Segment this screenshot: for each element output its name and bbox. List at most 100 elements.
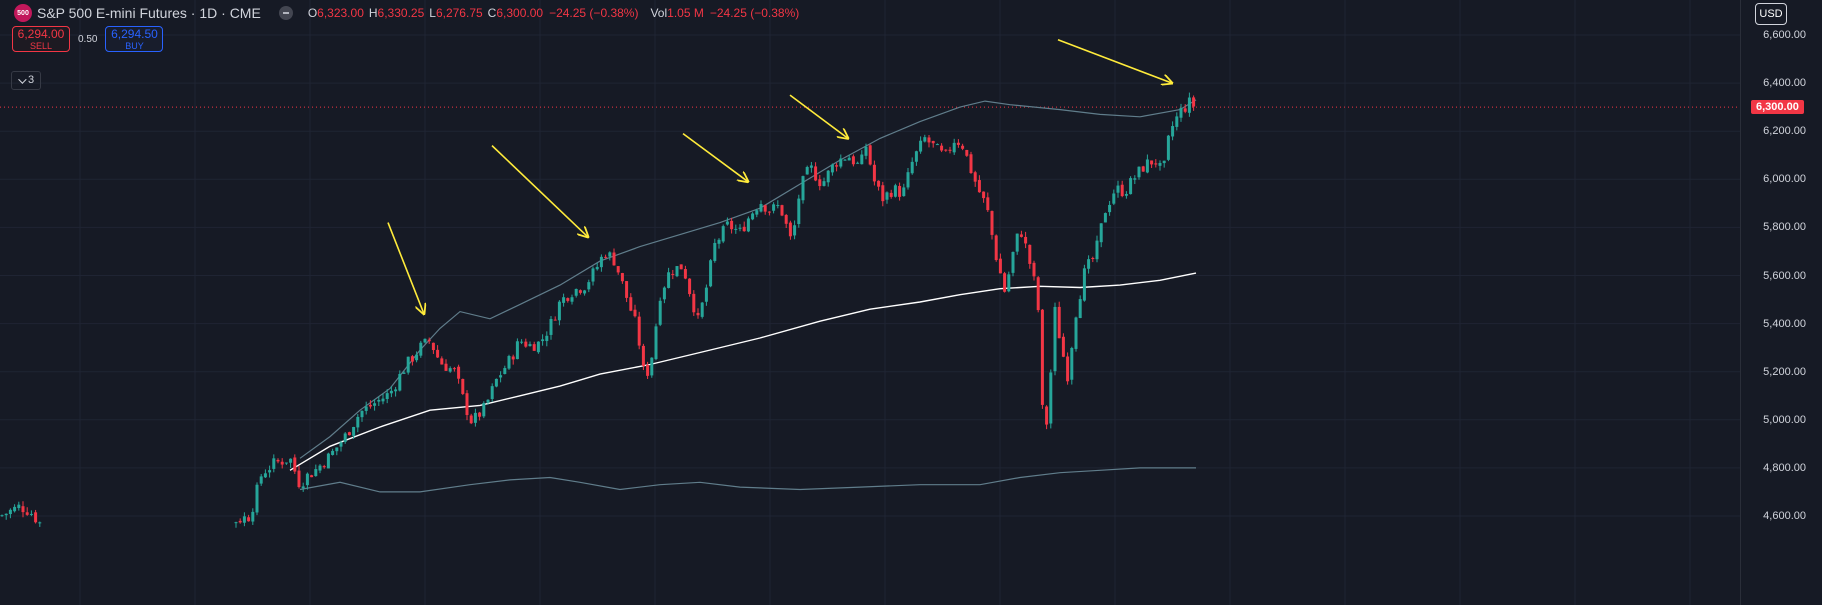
candle-up xyxy=(352,426,356,436)
candle-up xyxy=(826,170,830,183)
open-key: O xyxy=(307,6,318,20)
candle-up xyxy=(1095,240,1099,260)
candle-up xyxy=(709,260,713,287)
candle-down xyxy=(948,149,952,151)
candle-up xyxy=(1171,126,1175,137)
candle-up xyxy=(591,268,595,282)
annotation-arrow xyxy=(491,145,588,237)
candle-down xyxy=(637,316,641,346)
lower-envelope-line xyxy=(299,467,1196,493)
candle-down xyxy=(998,258,1002,274)
candle-up xyxy=(541,339,545,342)
candle-down xyxy=(1036,277,1040,311)
candle-down xyxy=(322,466,326,468)
annotation-arrow xyxy=(789,94,848,138)
candle-down xyxy=(34,512,38,523)
candle-down xyxy=(927,137,931,143)
candle-down xyxy=(633,309,637,317)
symbol-legend: 500 S&P 500 E-mini Futures · 1D · CME O … xyxy=(14,4,801,22)
indicators-count: 3 xyxy=(28,74,35,86)
candle-up xyxy=(822,181,826,186)
candle-down xyxy=(478,412,482,417)
chart-area[interactable] xyxy=(0,0,1740,605)
candle-down xyxy=(982,191,986,199)
candle-up xyxy=(864,146,868,156)
candle-down xyxy=(1032,262,1036,277)
candle-up xyxy=(1103,213,1107,223)
sell-price: 6,294.00 xyxy=(17,26,65,41)
candle-down xyxy=(469,415,473,424)
annotation-arrow xyxy=(682,132,748,182)
candle-up xyxy=(360,410,364,418)
candle-up xyxy=(738,227,742,229)
candle-up xyxy=(1087,259,1091,269)
volume-key: Vol xyxy=(650,6,668,20)
price-tick-label: 5,200.00 xyxy=(1763,365,1806,378)
candle-down xyxy=(872,164,876,182)
sell-button[interactable]: 6,294.00 SELL xyxy=(12,26,70,52)
candle-up xyxy=(499,375,503,378)
candle-down xyxy=(763,205,767,212)
candle-up xyxy=(704,287,708,302)
candle-up xyxy=(1007,274,1011,292)
volume-value: 1.05 M xyxy=(667,6,704,20)
open-value: 6,323.00 xyxy=(317,6,364,20)
candle-up xyxy=(1116,185,1120,193)
close-value: 6,300.00 xyxy=(496,6,544,20)
candle-up xyxy=(570,297,574,302)
candle-up xyxy=(914,151,918,162)
candle-down xyxy=(1024,236,1028,244)
candle-up xyxy=(1129,178,1133,195)
candle-up xyxy=(1049,372,1053,424)
indicators-toggle[interactable]: 3 xyxy=(11,71,42,90)
candle-down xyxy=(1120,184,1124,197)
candle-down xyxy=(616,266,620,273)
candle-down xyxy=(524,341,528,347)
candle-up xyxy=(923,137,927,142)
candle-up xyxy=(608,252,612,257)
price-tick-label: 4,600.00 xyxy=(1763,510,1806,522)
candle-up xyxy=(1124,193,1128,196)
currency-button[interactable]: USD xyxy=(1755,3,1787,25)
price-chart[interactable] xyxy=(0,0,1740,605)
chevron-down-icon xyxy=(18,74,27,84)
candle-up xyxy=(839,158,843,167)
candle-down xyxy=(620,273,624,282)
candle-up xyxy=(486,399,490,403)
candle-up xyxy=(263,473,267,478)
candle-up xyxy=(494,378,498,387)
candle-down xyxy=(629,297,633,311)
candle-down xyxy=(461,378,465,394)
candle-up xyxy=(650,357,654,376)
candle-up xyxy=(415,354,419,361)
candle-down xyxy=(990,211,994,235)
price-tick-label: 5,800.00 xyxy=(1763,221,1806,234)
candle-down xyxy=(940,145,944,151)
candle-up xyxy=(793,225,797,236)
hide-legend-icon[interactable] xyxy=(278,6,293,20)
candle-up xyxy=(482,403,486,417)
candle-up xyxy=(1179,107,1183,118)
symbol-title[interactable]: S&P 500 E-mini Futures · 1D · CME xyxy=(37,5,261,21)
price-tick-label: 6,400.00 xyxy=(1763,77,1806,90)
candle-up xyxy=(29,513,33,515)
candle-down xyxy=(730,220,734,230)
candle-down xyxy=(788,222,792,237)
candle-down xyxy=(692,293,696,313)
buy-label: BUY xyxy=(125,40,144,51)
candle-down xyxy=(553,319,557,321)
candle-down xyxy=(835,165,839,167)
candle-down xyxy=(247,517,251,522)
candle-down xyxy=(683,269,687,279)
candle-down xyxy=(566,298,570,301)
candle-up xyxy=(662,287,666,300)
candle-down xyxy=(578,290,582,293)
candle-down xyxy=(956,142,960,145)
candle-up xyxy=(562,297,566,303)
price-axis[interactable]: USD 6,600.00 6,400.00 6,200.00 6,000.00 5,80… xyxy=(1740,0,1822,605)
buy-button[interactable]: 6,294.50 BUY xyxy=(105,26,164,52)
candle-up xyxy=(507,356,511,369)
volume-change-value: −24.25 (−0.38%) xyxy=(709,6,800,20)
candle-up xyxy=(318,465,322,471)
candle-up xyxy=(1099,223,1103,243)
